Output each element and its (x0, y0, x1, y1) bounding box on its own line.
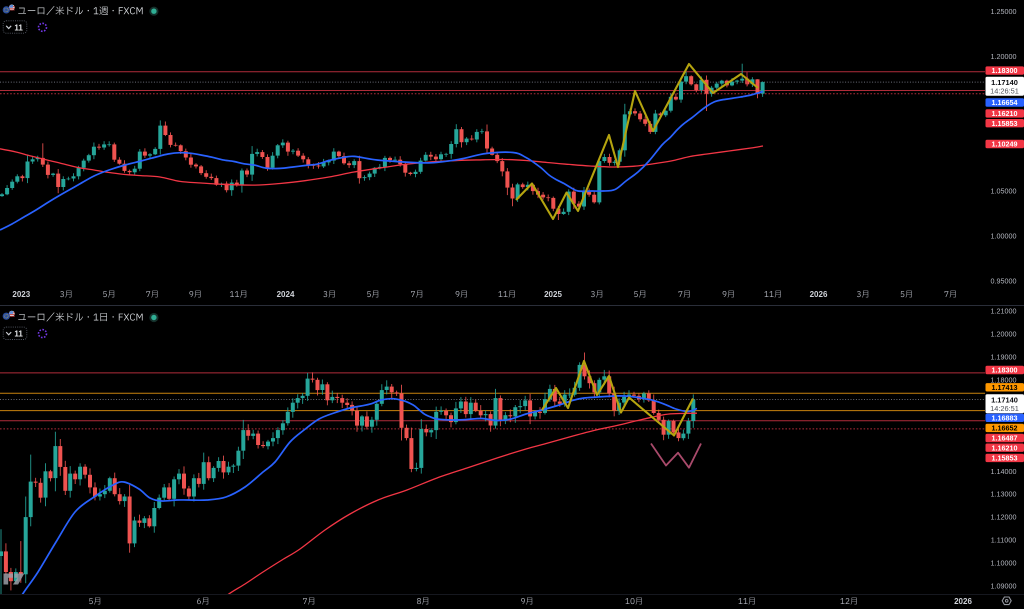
svg-text:1.17140: 1.17140 (991, 396, 1018, 405)
svg-text:1.18300: 1.18300 (992, 366, 1018, 375)
svg-text:1.15853: 1.15853 (992, 119, 1018, 128)
svg-text:1.10000: 1.10000 (991, 558, 1017, 567)
svg-text:2024: 2024 (277, 290, 295, 299)
svg-text:1.25000: 1.25000 (991, 7, 1017, 16)
svg-text:1.16210: 1.16210 (992, 443, 1018, 452)
svg-text:1.11000: 1.11000 (991, 536, 1016, 545)
svg-text:2023: 2023 (12, 290, 30, 299)
svg-text:1.16487: 1.16487 (992, 434, 1018, 443)
svg-text:1.16652: 1.16652 (992, 424, 1018, 433)
svg-text:1.16654: 1.16654 (992, 98, 1018, 107)
svg-text:1.19000: 1.19000 (991, 352, 1017, 361)
svg-text:1.05000: 1.05000 (991, 187, 1017, 196)
svg-text:1.16210: 1.16210 (992, 109, 1018, 118)
svg-text:11: 11 (14, 330, 23, 339)
svg-text:1.21000: 1.21000 (991, 307, 1017, 316)
svg-text:1.20000: 1.20000 (991, 330, 1017, 339)
svg-text:1.09000: 1.09000 (991, 581, 1017, 590)
svg-text:1.15853: 1.15853 (992, 454, 1018, 463)
svg-text:0.95000: 0.95000 (991, 276, 1017, 285)
svg-text:1.18300: 1.18300 (992, 66, 1018, 75)
svg-text:1.12000: 1.12000 (991, 513, 1017, 522)
svg-text:11: 11 (14, 23, 23, 32)
svg-text:2026: 2026 (954, 597, 972, 606)
svg-text:1.13000: 1.13000 (991, 490, 1017, 499)
svg-text:2025: 2025 (544, 290, 562, 299)
svg-text:14:26:51: 14:26:51 (990, 86, 1019, 95)
svg-text:1.18000: 1.18000 (991, 375, 1017, 384)
svg-text:1.10249: 1.10249 (992, 140, 1018, 149)
svg-text:1.20000: 1.20000 (991, 52, 1017, 61)
svg-text:14:26:51: 14:26:51 (990, 404, 1019, 413)
svg-text:1.14000: 1.14000 (991, 467, 1017, 476)
svg-text:1.17140: 1.17140 (991, 78, 1018, 87)
svg-text:1.17413: 1.17413 (992, 383, 1018, 392)
svg-text:1.16883: 1.16883 (992, 413, 1018, 422)
svg-text:1.00000: 1.00000 (991, 232, 1017, 241)
svg-text:2026: 2026 (810, 290, 828, 299)
